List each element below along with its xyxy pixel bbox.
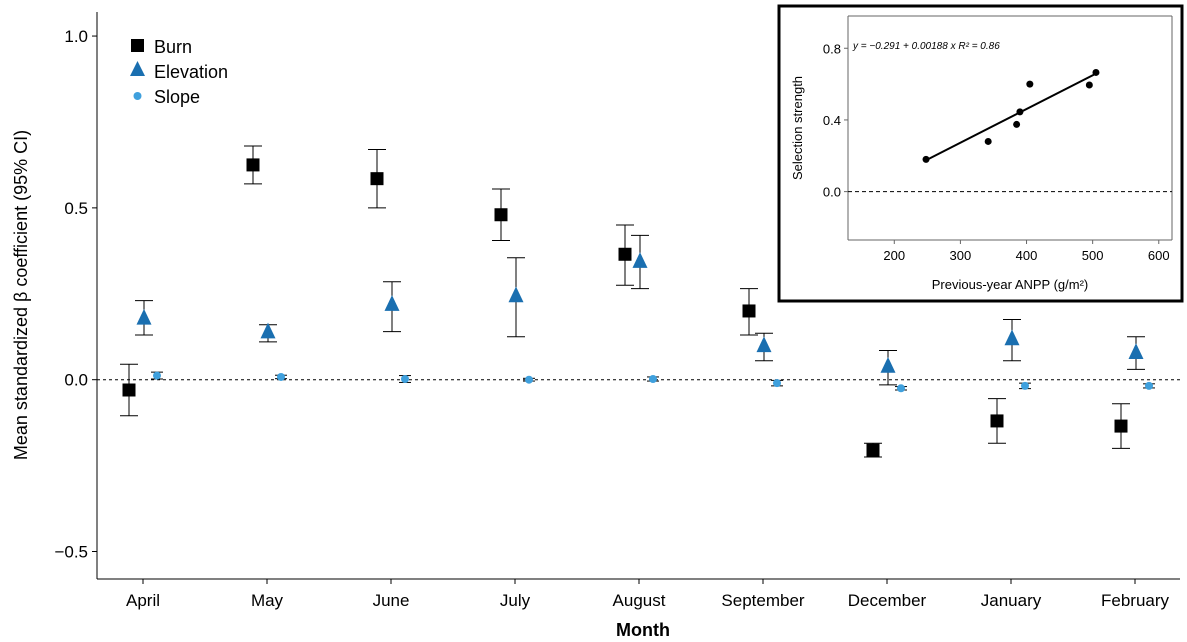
inset-x-tick-label: 500 — [1082, 248, 1104, 263]
main-y-tick-label: 0.5 — [64, 199, 88, 218]
point-burn — [866, 443, 880, 457]
point-burn — [742, 304, 756, 318]
inset-x-tick-label: 400 — [1016, 248, 1038, 263]
legend-marker-slope — [133, 92, 142, 100]
inset-data-marks — [922, 68, 1100, 163]
inset-point — [1092, 68, 1100, 76]
point-elevation — [136, 308, 152, 325]
legend-marker-elevation — [130, 61, 145, 76]
inset-x-ticks: 200 300 400 500 600 — [883, 240, 1170, 263]
legend-label-burn: Burn — [154, 37, 192, 57]
main-x-tick-label: May — [251, 591, 284, 610]
inset-equation: y = −0.291 + 0.00188 x R² = 0.86 — [852, 41, 1000, 52]
point-slope — [773, 379, 781, 388]
main-x-tick-label: August — [613, 591, 666, 610]
main-x-tick-label: December — [848, 591, 927, 610]
inset-regression-line — [925, 72, 1097, 162]
legend: Burn Elevation Slope — [130, 37, 228, 107]
point-elevation — [508, 286, 524, 303]
inset-point — [1085, 81, 1093, 89]
inset-point — [922, 155, 930, 163]
point-burn — [246, 158, 260, 172]
point-elevation — [1004, 329, 1020, 346]
point-burn — [990, 414, 1004, 428]
main-x-tick-label: April — [126, 591, 160, 610]
legend-label-elevation: Elevation — [154, 62, 228, 82]
point-slope — [897, 384, 905, 393]
inset-y-tick-label: 0.0 — [823, 185, 841, 200]
point-elevation — [260, 322, 276, 339]
main-y-tick-label: 0.0 — [64, 371, 88, 390]
inset-point — [1013, 120, 1021, 128]
inset-x-tick-label: 600 — [1148, 248, 1170, 263]
inset-y-tick-label: 0.8 — [823, 41, 841, 56]
point-elevation — [1128, 343, 1144, 359]
point-elevation — [384, 295, 400, 311]
inset-y-tick-label: 0.4 — [823, 113, 841, 128]
inset-point — [984, 137, 992, 145]
point-slope — [525, 375, 533, 384]
point-slope — [277, 372, 285, 381]
inset-point — [1026, 80, 1034, 88]
main-x-tick-label: July — [500, 591, 531, 610]
main-x-axis-title: Month — [616, 620, 670, 640]
inset-frame — [777, 4, 1184, 303]
point-burn — [370, 172, 384, 186]
point-slope — [1021, 381, 1029, 390]
main-x-ticks: April May June July August September December J… — [126, 579, 1170, 610]
point-slope — [153, 371, 161, 380]
main-x-tick-label: January — [981, 591, 1042, 610]
point-burn — [122, 383, 136, 397]
inset-x-axis-title: Previous-year ANPP (g/m²) — [932, 277, 1089, 292]
main-y-tick-label: −0.5 — [54, 543, 88, 562]
main-x-tick-label: June — [373, 591, 410, 610]
main-x-tick-label: September — [721, 591, 804, 610]
point-burn — [1114, 419, 1128, 433]
main-y-axis-title: Mean standardized β coefficient (95% CI) — [11, 130, 31, 460]
point-burn — [618, 247, 632, 261]
point-burn — [494, 208, 508, 222]
point-elevation — [632, 252, 648, 268]
inset-x-tick-label: 200 — [883, 248, 905, 263]
point-elevation — [756, 336, 772, 353]
inset-chart: 0.0 0.4 0.8 200 300 400 500 600 y = −0.291 + 0… — [777, 4, 1184, 303]
point-slope — [1145, 381, 1153, 390]
legend-marker-burn — [131, 39, 144, 52]
inset-y-ticks: 0.0 0.4 0.8 — [823, 41, 848, 200]
point-slope — [401, 375, 409, 384]
inset-x-tick-label: 300 — [950, 248, 972, 263]
inset-point — [1016, 108, 1024, 116]
legend-label-slope: Slope — [154, 87, 200, 107]
inset-y-axis-title: Selection strength — [790, 76, 805, 180]
main-y-ticks: −0.5 0.0 0.5 1.0 — [54, 27, 97, 562]
point-elevation — [880, 356, 896, 373]
point-slope — [649, 375, 657, 384]
main-x-tick-label: February — [1101, 591, 1170, 610]
main-y-tick-label: 1.0 — [64, 27, 88, 46]
main-data-marks — [120, 145, 1155, 458]
